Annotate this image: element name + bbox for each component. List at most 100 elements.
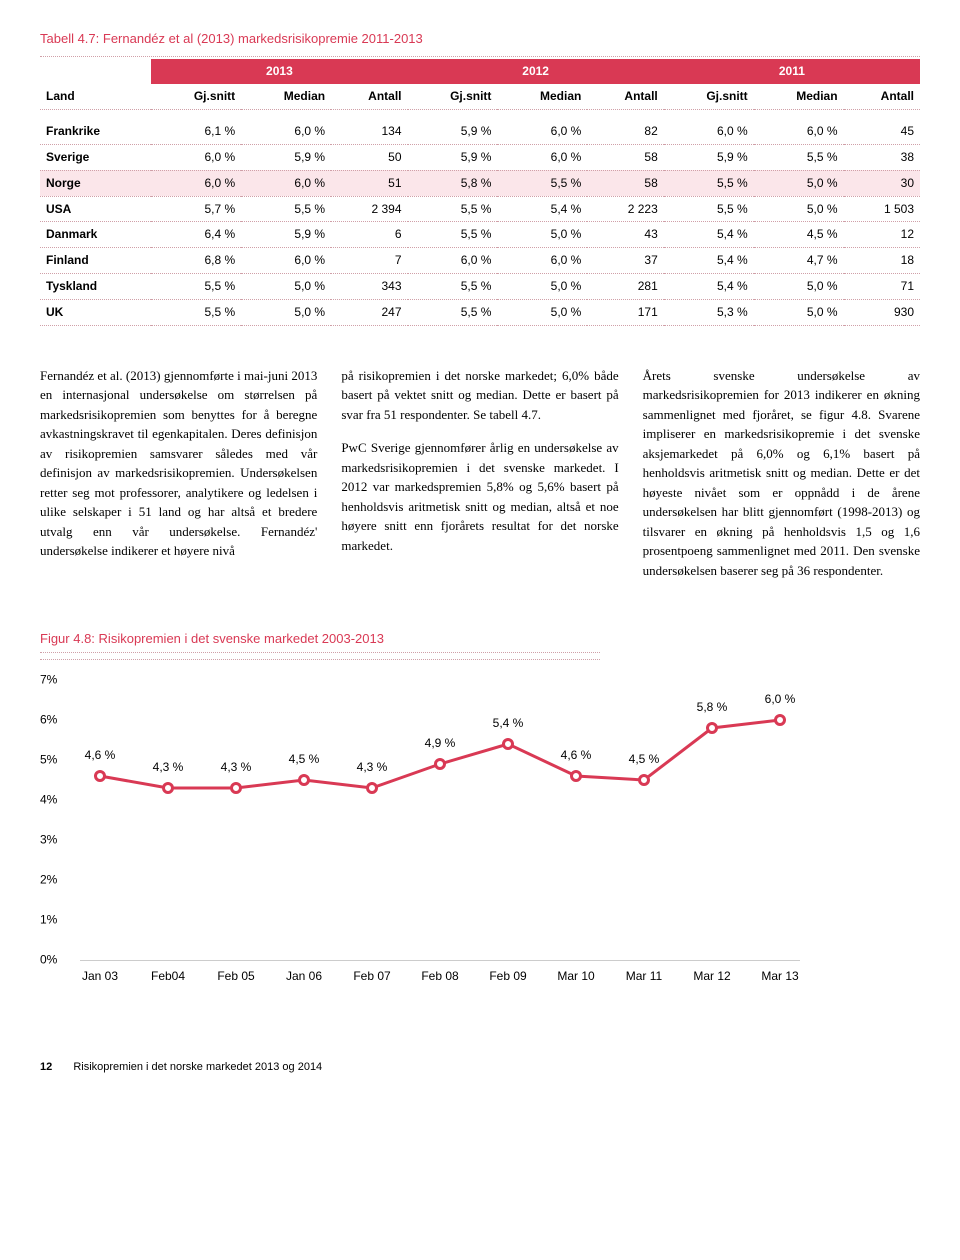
table-row: Sverige6,0 %5,9 %505,9 %6,0 %585,9 %5,5 …: [40, 145, 920, 171]
cell: 5,5 %: [408, 299, 498, 325]
cell: 6,0 %: [241, 119, 331, 144]
cell: 1 503: [844, 196, 920, 222]
cell: 5,4 %: [664, 222, 754, 248]
y-axis-label: 5%: [40, 752, 57, 769]
cell: 6,0 %: [497, 248, 587, 274]
y-axis-label: 6%: [40, 712, 57, 729]
x-axis-label: Jan 03: [82, 968, 118, 985]
cell: 6,0 %: [241, 170, 331, 196]
data-label: 4,3 %: [221, 760, 252, 777]
data-label: 4,6 %: [561, 748, 592, 765]
cell: 12: [844, 222, 920, 248]
cell: 6,0 %: [754, 119, 844, 144]
chart-marker: [706, 722, 718, 734]
data-label: 4,6 %: [85, 748, 116, 765]
cell: 5,9 %: [664, 145, 754, 171]
cell: 45: [844, 119, 920, 144]
y-axis-label: 1%: [40, 912, 57, 929]
row-label: Frankrike: [40, 119, 151, 144]
cell: 51: [331, 170, 407, 196]
cell: 5,0 %: [754, 274, 844, 300]
cell: 18: [844, 248, 920, 274]
y-axis-label: 4%: [40, 792, 57, 809]
cell: 4,5 %: [754, 222, 844, 248]
figure-title: Figur 4.8: Risikopremien i det svenske m…: [40, 630, 600, 648]
cell: 6,0 %: [408, 248, 498, 274]
cell: 5,9 %: [241, 145, 331, 171]
data-label: 5,8 %: [697, 700, 728, 717]
cell: 5,5 %: [241, 196, 331, 222]
cell: 5,0 %: [241, 274, 331, 300]
data-label: 4,5 %: [629, 752, 660, 769]
chart-marker: [94, 770, 106, 782]
x-axis-label: Mar 11: [626, 968, 662, 985]
row-label: USA: [40, 196, 151, 222]
page-footer: 12 Risikopremien i det norske markedet 2…: [40, 1060, 920, 1075]
cell: 6,0 %: [664, 119, 754, 144]
x-axis-label: Jan 06: [286, 968, 322, 985]
chart-marker: [570, 770, 582, 782]
cell: 5,5 %: [497, 170, 587, 196]
data-label: 6,0 %: [765, 692, 796, 709]
row-label: UK: [40, 299, 151, 325]
cell: 5,7 %: [151, 196, 241, 222]
figure-caption: Risikopremien i det svenske markedet 200…: [99, 631, 384, 646]
cell: 5,5 %: [408, 274, 498, 300]
x-axis-label: Mar 12: [693, 968, 730, 985]
cell: 5,4 %: [664, 248, 754, 274]
cell: 6,8 %: [151, 248, 241, 274]
chart-marker: [774, 714, 786, 726]
row-label: Finland: [40, 248, 151, 274]
year-header: 2012: [408, 59, 664, 84]
cell: 6,1 %: [151, 119, 241, 144]
chart-marker: [230, 782, 242, 794]
line-chart: 4,6 % Jan 03 4,3 % Feb04 4,3 % Feb 05 4,5 % Jan…: [40, 680, 800, 1000]
table-number: Tabell 4.7:: [40, 31, 99, 46]
cell: 930: [844, 299, 920, 325]
year-header: 2011: [664, 59, 920, 84]
column-header: Median: [754, 84, 844, 109]
column-header: Gj.snitt: [408, 84, 498, 109]
cell: 5,0 %: [754, 170, 844, 196]
chart-marker: [298, 774, 310, 786]
x-axis-label: Feb 05: [217, 968, 254, 985]
cell: 6,0 %: [151, 145, 241, 171]
cell: 5,0 %: [754, 196, 844, 222]
chart-marker: [502, 738, 514, 750]
cell: 5,9 %: [408, 145, 498, 171]
data-label: 4,3 %: [357, 760, 388, 777]
table-title: Tabell 4.7: Fernandéz et al (2013) marke…: [40, 30, 920, 48]
page-number: 12: [40, 1061, 52, 1073]
x-axis-label: Mar 10: [557, 968, 594, 985]
cell: 71: [844, 274, 920, 300]
data-table: 201320122011LandGj.snittMedianAntallGj.s…: [40, 59, 920, 325]
cell: 4,7 %: [754, 248, 844, 274]
cell: 5,9 %: [241, 222, 331, 248]
table-row: UK5,5 %5,0 %2475,5 %5,0 %1715,3 %5,0 %93…: [40, 299, 920, 325]
x-axis-label: Feb 08: [421, 968, 458, 985]
divider: [40, 659, 600, 660]
column-1: Fernandéz et al. (2013) gjennomførte i m…: [40, 366, 317, 581]
paragraph: på risikopremien i det norske markedet; …: [341, 366, 618, 425]
x-axis-label: Feb04: [151, 968, 185, 985]
table-row: Tyskland5,5 %5,0 %3435,5 %5,0 %2815,4 %5…: [40, 274, 920, 300]
table-header: 201320122011LandGj.snittMedianAntallGj.s…: [40, 59, 920, 109]
footer-text: Risikopremien i det norske markedet 2013…: [73, 1061, 322, 1073]
cell: 5,5 %: [754, 145, 844, 171]
column-header: Antall: [587, 84, 663, 109]
cell: 5,5 %: [151, 274, 241, 300]
row-label: Tyskland: [40, 274, 151, 300]
column-header: Median: [497, 84, 587, 109]
data-label: 4,3 %: [153, 760, 184, 777]
column-2: på risikopremien i det norske markedet; …: [341, 366, 618, 581]
cell: 5,0 %: [497, 274, 587, 300]
data-label: 4,5 %: [289, 752, 320, 769]
cell: 5,5 %: [408, 222, 498, 248]
cell: 2 223: [587, 196, 663, 222]
cell: 5,0 %: [497, 299, 587, 325]
y-axis-label: 7%: [40, 672, 57, 689]
column-3: Årets svenske undersøkelse av markedsris…: [643, 366, 920, 581]
table-row: Frankrike6,1 %6,0 %1345,9 %6,0 %826,0 %6…: [40, 119, 920, 144]
cell: 5,4 %: [497, 196, 587, 222]
cell: 5,8 %: [408, 170, 498, 196]
